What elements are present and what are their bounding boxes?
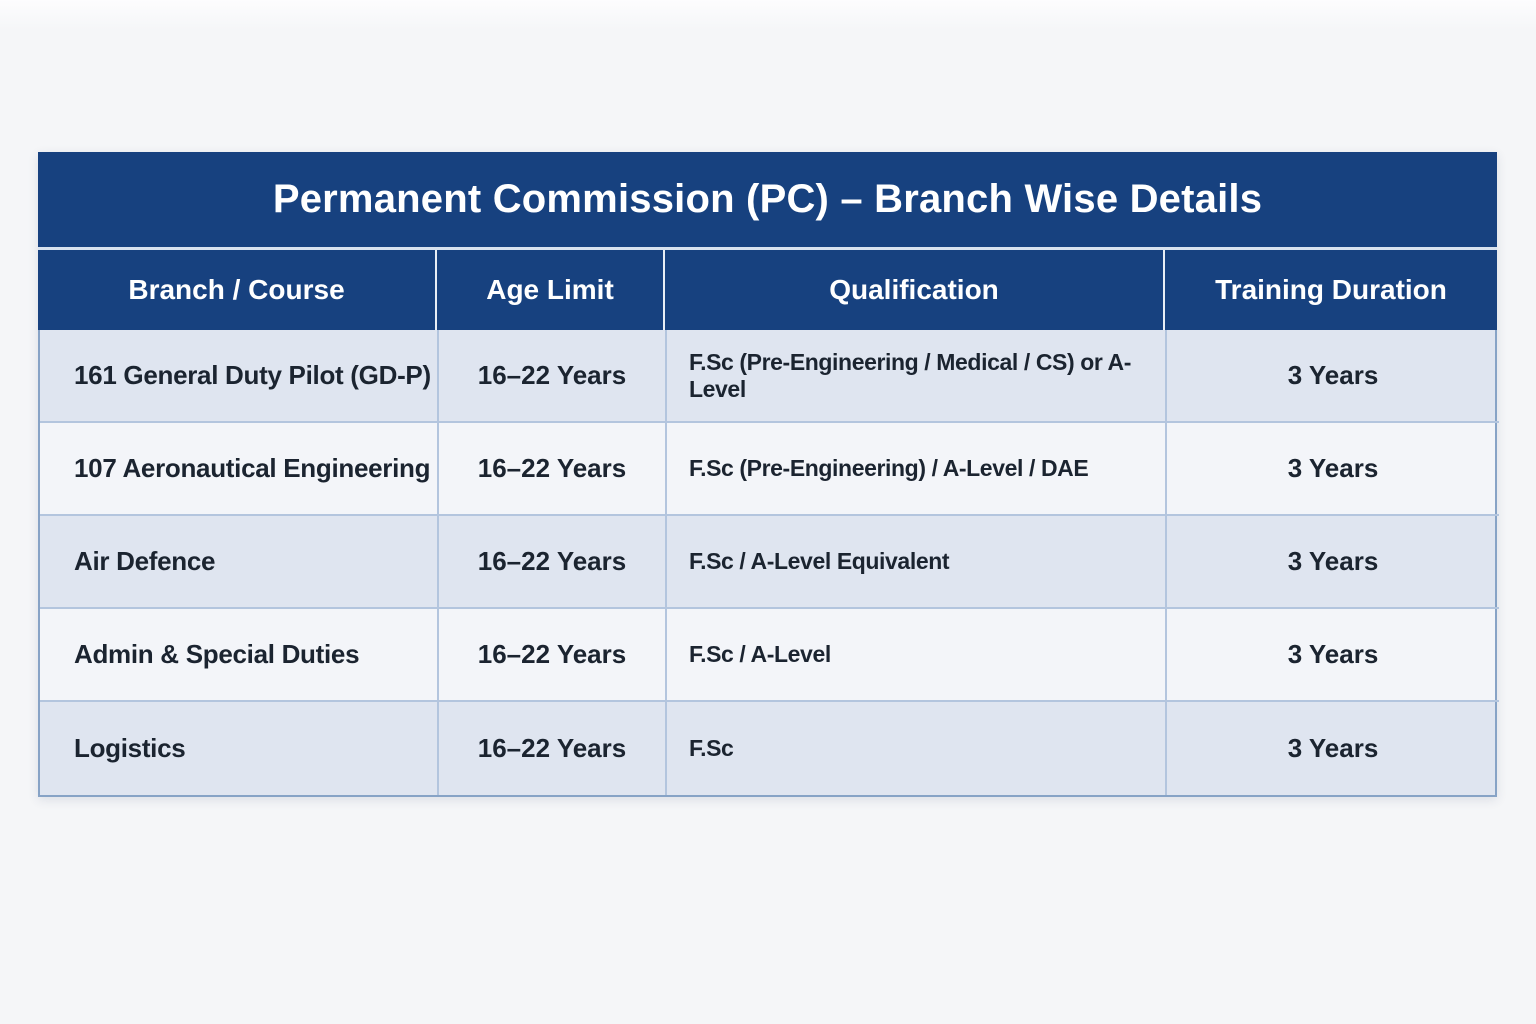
- qualification-cell: F.Sc (Pre-Engineering / Medical / CS) or…: [667, 330, 1167, 423]
- qualification-cell: F.Sc / A-Level Equivalent: [667, 516, 1167, 609]
- training-duration-cell: 3 Years: [1167, 423, 1499, 516]
- age-limit-cell: 16–22 Years: [439, 609, 667, 702]
- training-duration-cell: 3 Years: [1167, 330, 1499, 423]
- branch-cell: Logistics: [40, 702, 439, 795]
- table-row: 107 Aeronautical Engineering 16–22 Years…: [40, 423, 1499, 516]
- branch-cell: Admin & Special Duties: [40, 609, 439, 702]
- age-limit-cell: 16–22 Years: [439, 330, 667, 423]
- branch-cell: 161 General Duty Pilot (GD-P): [40, 330, 439, 423]
- qualification-cell: F.Sc (Pre-Engineering) / A-Level / DAE: [667, 423, 1167, 516]
- training-duration-cell: 3 Years: [1167, 609, 1499, 702]
- pc-branch-details-table: Permanent Commission (PC) – Branch Wise …: [38, 152, 1499, 797]
- column-header-age-limit: Age Limit: [437, 250, 665, 330]
- table-body: 161 General Duty Pilot (GD-P) 16–22 Year…: [38, 330, 1499, 797]
- training-duration-cell: 3 Years: [1167, 516, 1499, 609]
- qualification-cell: F.Sc / A-Level: [667, 609, 1167, 702]
- branch-cell: 107 Aeronautical Engineering: [40, 423, 439, 516]
- table-row: Air Defence 16–22 Years F.Sc / A-Level E…: [40, 516, 1499, 609]
- branch-cell: Air Defence: [40, 516, 439, 609]
- table-row: Admin & Special Duties 16–22 Years F.Sc …: [40, 609, 1499, 702]
- age-limit-cell: 16–22 Years: [439, 423, 667, 516]
- training-duration-cell: 3 Years: [1287, 733, 1379, 763]
- column-header-branch-course: Branch / Course: [38, 250, 437, 330]
- age-limit-cell: 16–22 Years: [439, 702, 667, 795]
- table-row: 161 General Duty Pilot (GD-P) 16–22 Year…: [40, 330, 1499, 423]
- column-header-qualification: Qualification: [665, 250, 1165, 330]
- age-limit-cell: 16–22 Years: [439, 516, 667, 609]
- table-title: Permanent Commission (PC) – Branch Wise …: [38, 152, 1497, 247]
- table-row: Logistics 16–22 Years F.Sc 3 Years: [40, 702, 1495, 795]
- qualification-cell: F.Sc: [667, 702, 1167, 795]
- column-header-training-duration: Training Duration: [1215, 274, 1447, 305]
- table-header-row: Branch / Course Age Limit Qualification …: [38, 247, 1497, 330]
